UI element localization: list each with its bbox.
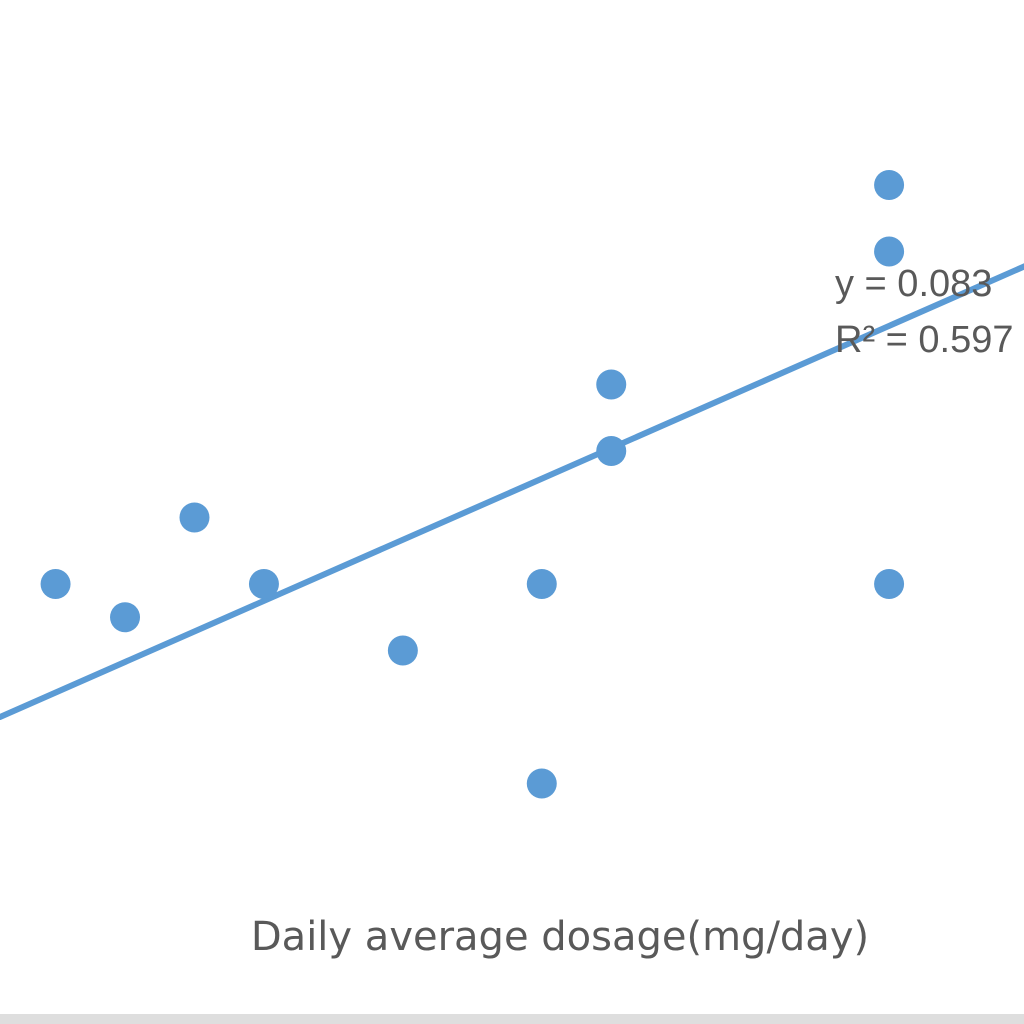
data-point-5 [387,635,418,666]
data-point-7 [526,768,557,799]
data-point-11 [874,236,905,267]
trendline-equation: y = 0.083 [835,263,992,305]
points-layer [40,170,905,799]
data-point-10 [874,569,905,599]
data-point-9 [596,369,627,400]
trendline-layer [0,263,1024,720]
data-point-4 [248,569,279,599]
data-point-1 [40,569,71,599]
data-point-12 [874,170,905,200]
trendline [0,263,1024,720]
data-point-2 [110,602,141,633]
data-point-8 [596,436,627,466]
x-axis-label: Daily average dosage(mg/day) [251,914,869,960]
data-point-3 [179,502,210,533]
bottom-border [0,1014,1024,1024]
trendline-r-squared: R² = 0.597 [835,319,1014,361]
data-point-6 [526,569,557,599]
